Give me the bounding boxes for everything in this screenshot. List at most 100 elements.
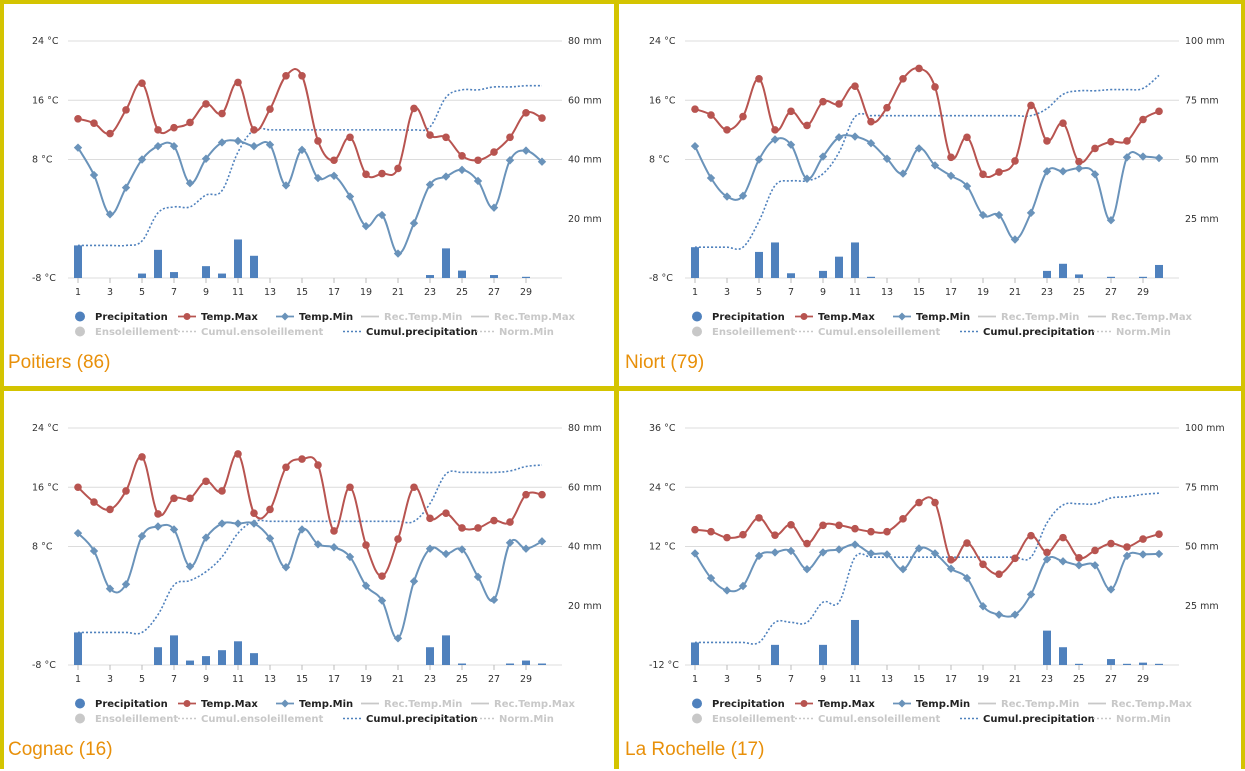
- legend-label: Rec.Temp.Max: [1111, 312, 1193, 323]
- chart-svg: 24 °C 16 °C 8 °C -8 °C 80 mm 60 mm 40 mm 20 mm 1…: [32, 423, 602, 726]
- legend-item[interactable]: Precipitation: [75, 698, 168, 711]
- temp-max-point: [298, 455, 306, 463]
- x-tick-label: 17: [945, 287, 957, 298]
- temp-max-point: [426, 514, 434, 523]
- temp-min-point: [978, 602, 988, 611]
- legend-item[interactable]: Cumul.precipitation: [343, 714, 478, 725]
- station-name: Cognac (16): [8, 739, 113, 760]
- legend-label: Rec.Temp.Min: [384, 699, 462, 710]
- legend-item[interactable]: Rec.Temp.Min: [978, 312, 1079, 323]
- temp-max-point: [538, 114, 546, 122]
- temp-max-point: [771, 531, 779, 539]
- temp-min-point: [73, 143, 83, 152]
- temp-max-point: [106, 505, 114, 514]
- x-tick-label: 25: [456, 674, 468, 685]
- temp-max-point: [122, 106, 130, 114]
- temp-max-point: [122, 487, 130, 495]
- legend-item[interactable]: Temp.Min: [276, 312, 353, 323]
- y-right-tick-label: 100 mm: [1185, 423, 1225, 434]
- temp-max-point: [1027, 531, 1035, 540]
- legend-symbol: [75, 698, 85, 709]
- temp-min-point: [105, 210, 115, 219]
- legend-label: Norm.Min: [499, 714, 554, 725]
- legend-item[interactable]: Ensoleillement: [692, 326, 795, 339]
- x-tick-label: 29: [520, 674, 532, 685]
- legend-item[interactable]: Temp.Max: [178, 699, 258, 710]
- y-right-tick-label: 50 mm: [1185, 155, 1219, 166]
- temp-min-point: [1042, 167, 1052, 176]
- precip-bar: [426, 275, 434, 278]
- precip-bar: [154, 647, 162, 665]
- legend-item[interactable]: Rec.Temp.Min: [361, 699, 462, 710]
- temp-min-point: [866, 549, 876, 558]
- y-right-tick-label: 50 mm: [1185, 542, 1219, 553]
- temp-max-point: [394, 535, 402, 543]
- temp-min-point: [201, 154, 211, 163]
- legend-item[interactable]: Temp.Max: [178, 312, 258, 323]
- x-tick-label: 19: [360, 674, 372, 685]
- y-left-tick-label: 36 °C: [649, 423, 676, 434]
- legend-item[interactable]: Cumul.ensoleillement: [795, 327, 941, 338]
- legend-item[interactable]: Ensoleillement: [692, 713, 795, 726]
- legend-item[interactable]: Temp.Min: [893, 312, 970, 323]
- precip-bar: [1139, 662, 1147, 665]
- temp-max-point: [1139, 115, 1147, 124]
- legend-item[interactable]: Norm.Min: [476, 327, 554, 338]
- temp-min-point: [898, 565, 908, 574]
- legend-item[interactable]: Norm.Min: [476, 714, 554, 725]
- legend-item[interactable]: Ensoleillement: [75, 326, 178, 339]
- legend-item[interactable]: Cumul.ensoleillement: [178, 714, 324, 725]
- legend-item[interactable]: Cumul.ensoleillement: [795, 714, 941, 725]
- temp-max-point: [915, 64, 923, 73]
- legend-item[interactable]: Temp.Min: [276, 699, 353, 710]
- legend-item[interactable]: Temp.Max: [795, 312, 875, 323]
- temp-max-point: [1123, 543, 1131, 551]
- temp-max-point: [282, 463, 290, 472]
- precip-bar: [426, 647, 434, 665]
- legend-item[interactable]: Rec.Temp.Min: [361, 312, 462, 323]
- legend-item[interactable]: Rec.Temp.Min: [978, 699, 1079, 710]
- y-left-tick-label: 24 °C: [32, 423, 59, 434]
- legend-item[interactable]: Rec.Temp.Max: [471, 699, 576, 710]
- precip-bar: [1075, 663, 1083, 665]
- temp-max-point: [314, 137, 322, 145]
- legend-item[interactable]: Rec.Temp.Max: [1088, 312, 1193, 323]
- legend-item[interactable]: Cumul.ensoleillement: [178, 327, 324, 338]
- legend-item[interactable]: Cumul.precipitation: [960, 714, 1095, 725]
- legend-item[interactable]: Norm.Min: [1093, 714, 1171, 725]
- precip-bar: [202, 656, 210, 665]
- precip-bar: [1043, 270, 1051, 278]
- legend-item[interactable]: Cumul.precipitation: [960, 327, 1095, 338]
- y-right-tick-label: 60 mm: [568, 482, 602, 493]
- temp-max-point: [979, 560, 987, 569]
- legend-item[interactable]: Temp.Min: [893, 699, 970, 710]
- legend-item[interactable]: Rec.Temp.Max: [1088, 699, 1193, 710]
- legend-item[interactable]: Precipitation: [692, 311, 785, 324]
- precip-bar: [867, 276, 875, 278]
- legend-item[interactable]: Rec.Temp.Max: [471, 312, 576, 323]
- x-tick-label: 21: [1009, 287, 1021, 298]
- legend-item[interactable]: Precipitation: [692, 698, 785, 711]
- temp-max-point: [186, 494, 194, 503]
- temp-max-point: [218, 487, 226, 495]
- x-tick-label: 13: [881, 287, 893, 298]
- cumul-precip-line: [77, 84, 543, 247]
- temp-max-point: [803, 539, 811, 548]
- temp-min-point: [153, 141, 163, 151]
- precip-bar: [442, 248, 450, 278]
- precip-bar: [202, 266, 210, 278]
- legend-item[interactable]: Precipitation: [75, 311, 168, 324]
- temp-max-line: [694, 67, 1160, 178]
- temp-min-point: [441, 549, 451, 559]
- cumul-precip-line: [695, 74, 1160, 251]
- temp-min-point: [946, 171, 956, 180]
- legend-symbol: [692, 326, 702, 337]
- legend-label: Rec.Temp.Max: [494, 312, 576, 323]
- legend-item[interactable]: Temp.Max: [795, 699, 875, 710]
- temp-max-point: [490, 516, 498, 525]
- precip-bar: [691, 642, 699, 665]
- temp-max-point: [1059, 119, 1067, 128]
- legend-item[interactable]: Norm.Min: [1093, 327, 1171, 338]
- legend-item[interactable]: Cumul.precipitation: [343, 327, 478, 338]
- legend-item[interactable]: Ensoleillement: [75, 713, 178, 726]
